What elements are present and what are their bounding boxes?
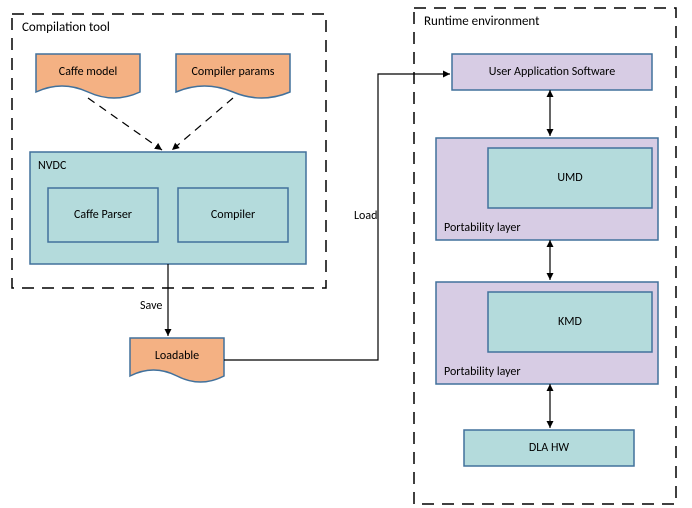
compiler-label: Compiler: [211, 208, 255, 222]
loadable-label: Loadable: [155, 349, 199, 363]
compilerParams-label: Compiler params: [191, 65, 274, 79]
edge-loadable-to-runtime-label: Load: [354, 209, 377, 223]
kmd-label: KMD: [558, 315, 582, 329]
caffeModel-label: Caffe model: [59, 65, 117, 79]
userApp-label: User Application Software: [489, 65, 615, 79]
edge-caffe-to-nvdc: [88, 98, 162, 150]
dlahw-label: DLA HW: [529, 441, 570, 455]
port2-label: Portability layer: [444, 365, 521, 379]
port1-label: Portability layer: [444, 221, 521, 235]
compilation-group-title: Compilation tool: [22, 20, 110, 35]
umd-label: UMD: [557, 171, 582, 185]
nvdc-label: NVDC: [38, 159, 67, 173]
runtime-group-title: Runtime environment: [424, 14, 540, 29]
edge-nvdc-to-loadable-label: Save: [140, 299, 162, 313]
caffeParser-label: Caffe Parser: [74, 208, 132, 222]
edge-params-to-nvdc: [172, 98, 233, 150]
